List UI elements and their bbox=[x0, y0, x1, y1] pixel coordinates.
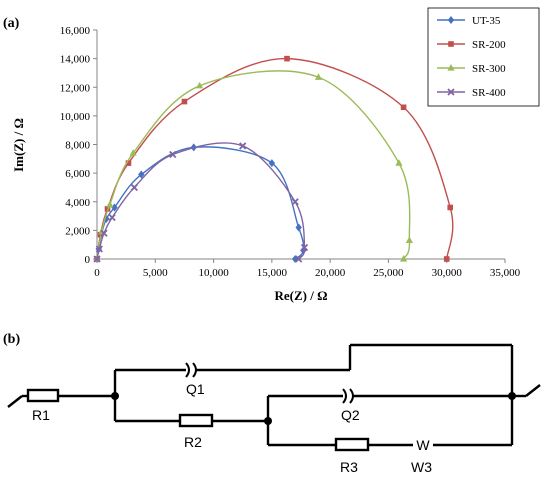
q1-cpe-plate bbox=[192, 362, 197, 378]
data-point-sr-200 bbox=[284, 55, 290, 62]
x-tick-label: 15,000 bbox=[257, 267, 288, 279]
data-point-sr-400 bbox=[291, 198, 299, 206]
data-point-sr-400 bbox=[100, 229, 108, 237]
y-tick-label: 8,000 bbox=[65, 140, 90, 152]
data-point-sr-400 bbox=[239, 142, 247, 150]
legend-item-sr-400: SR-400 bbox=[437, 87, 506, 99]
series-line-sr-400 bbox=[96, 142, 306, 260]
y-tick-label: 14,000 bbox=[60, 54, 91, 66]
legend-items: UT-35 SR-200 SR-300 SR-400 bbox=[437, 15, 506, 99]
y-axis-title: Im(Z) / Ω bbox=[11, 118, 26, 172]
legend-swatch-marker bbox=[447, 88, 455, 96]
legend-label: SR-200 bbox=[472, 39, 506, 51]
data-point-ut-35 bbox=[268, 159, 276, 168]
data-point-ut-35 bbox=[138, 170, 145, 179]
y-tick-label: 0 bbox=[85, 254, 91, 266]
legend-label: SR-300 bbox=[472, 63, 506, 75]
circuit-output-lead bbox=[525, 384, 541, 397]
r2-label: R2 bbox=[184, 434, 202, 450]
data-point-sr-400 bbox=[130, 183, 138, 192]
data-point-ut-35 bbox=[111, 203, 118, 212]
panel-a-label: (a) bbox=[3, 16, 20, 31]
data-point-sr-400 bbox=[169, 150, 177, 159]
legend-swatch-marker bbox=[448, 41, 454, 47]
panel-b-label: (b) bbox=[3, 332, 20, 347]
series-layer bbox=[93, 55, 454, 263]
y-tick-label: 2,000 bbox=[65, 225, 90, 237]
x-tick-label: 25,000 bbox=[373, 267, 404, 279]
series-sr-400 bbox=[93, 142, 309, 263]
x-tick-label: 0 bbox=[94, 267, 100, 279]
junction-node bbox=[111, 392, 119, 400]
series-sr-200 bbox=[94, 55, 454, 262]
data-point-sr-400 bbox=[300, 243, 309, 252]
x-tick-label: 30,000 bbox=[432, 267, 463, 279]
data-point-sr-200 bbox=[181, 98, 188, 105]
x-axis-title: Re(Z) / Ω bbox=[274, 288, 327, 303]
y-tick-label: 4,000 bbox=[65, 197, 90, 209]
legend-item-sr-300: SR-300 bbox=[437, 63, 506, 75]
series-line-sr-200 bbox=[96, 57, 454, 260]
y-tick-label: 16,000 bbox=[60, 25, 91, 37]
junction-node bbox=[508, 392, 516, 400]
data-point-sr-200 bbox=[447, 204, 454, 211]
data-point-sr-400 bbox=[93, 255, 101, 263]
data-point-sr-300 bbox=[106, 200, 114, 208]
r1-label: R1 bbox=[32, 407, 50, 423]
x-tick-label: 10,000 bbox=[198, 267, 229, 279]
data-point-sr-300 bbox=[314, 73, 323, 80]
data-point-sr-400 bbox=[295, 255, 303, 263]
data-point-sr-400 bbox=[108, 213, 116, 222]
data-point-sr-200 bbox=[125, 160, 132, 166]
y-axis-ticks: 0 2,000 4,000 6,000 8,000 10,000 12,000 14,000 1… bbox=[60, 25, 97, 266]
nyquist-chart-panel: (a) 0 2,000 4,000 6,000 8,000 10,000 12,000 14,… bbox=[3, 7, 540, 303]
legend-label: SR-400 bbox=[472, 87, 506, 99]
legend-box bbox=[427, 7, 540, 107]
x-tick-label: 35,000 bbox=[490, 267, 521, 279]
data-point-sr-300 bbox=[195, 81, 204, 89]
legend-label: UT-35 bbox=[472, 15, 501, 27]
y-tick-label: 12,000 bbox=[60, 82, 91, 94]
x-tick-label: 20,000 bbox=[315, 267, 346, 279]
r3-label: R3 bbox=[340, 459, 358, 475]
r3-resistor bbox=[334, 437, 370, 452]
legend-swatch-marker bbox=[447, 64, 455, 71]
w3-symbol: W bbox=[416, 437, 430, 453]
q2-cpe-plate bbox=[349, 388, 354, 404]
x-axis-ticks: 0 5,000 10,000 15,000 20,000 25,000 30,000 35,0… bbox=[94, 259, 521, 279]
y-tick-label: 6,000 bbox=[65, 168, 90, 180]
data-point-sr-300 bbox=[395, 159, 403, 166]
series-line-sr-300 bbox=[96, 70, 411, 260]
data-point-sr-200 bbox=[400, 104, 407, 111]
legend-swatch-marker bbox=[447, 16, 455, 24]
data-point-sr-400 bbox=[95, 245, 103, 253]
data-point-sr-300 bbox=[129, 149, 137, 156]
r2-resistor bbox=[178, 413, 214, 428]
data-point-ut-35 bbox=[295, 223, 302, 232]
series-sr-300 bbox=[93, 70, 414, 262]
y-tick-label: 10,000 bbox=[60, 111, 91, 123]
w3-label: W3 bbox=[411, 459, 432, 475]
data-point-sr-200 bbox=[443, 256, 450, 262]
equivalent-circuit-panel: (b) bbox=[3, 332, 541, 475]
legend: UT-35 SR-200 SR-300 SR-400 bbox=[427, 7, 540, 107]
legend-item-ut-35: UT-35 bbox=[437, 15, 501, 27]
q1-cpe-plate bbox=[185, 362, 190, 378]
legend-item-sr-200: SR-200 bbox=[437, 39, 506, 51]
q2-label: Q2 bbox=[341, 407, 360, 423]
x-tick-label: 5,000 bbox=[143, 267, 168, 279]
circuit-input-lead bbox=[7, 395, 23, 408]
q1-label: Q1 bbox=[186, 381, 205, 397]
data-point-sr-300 bbox=[399, 255, 408, 262]
q2-cpe-plate bbox=[342, 388, 347, 404]
r1-resistor bbox=[26, 388, 60, 403]
junction-node bbox=[264, 417, 272, 425]
data-point-sr-300 bbox=[405, 236, 414, 243]
